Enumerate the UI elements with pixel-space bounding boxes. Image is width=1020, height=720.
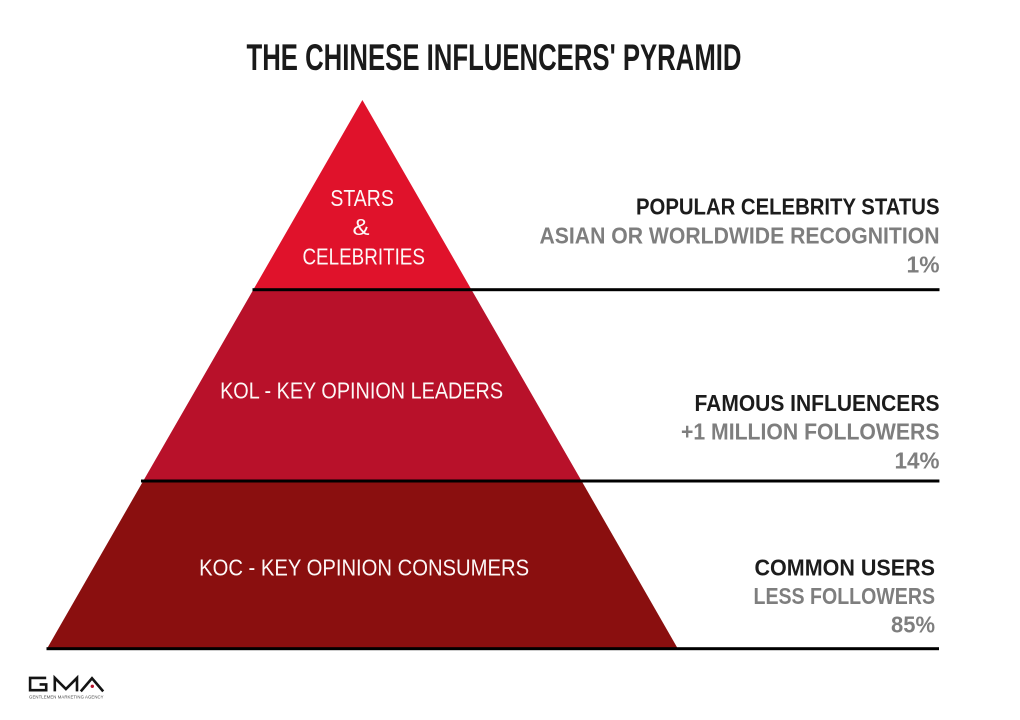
svg-text:CELEBRITIES: CELEBRITIES (302, 244, 425, 270)
svg-text:&: & (353, 214, 370, 240)
svg-text:STARS: STARS (330, 185, 394, 211)
svg-text:FAMOUS INFLUENCERS: FAMOUS INFLUENCERS (695, 390, 940, 416)
svg-text:COMMON USERS: COMMON USERS (755, 555, 936, 581)
svg-text:KOL - KEY OPINION LEADERS: KOL - KEY OPINION LEADERS (220, 378, 503, 404)
svg-text:14%: 14% (895, 447, 940, 473)
svg-text:ASIAN OR WORLDWIDE RECOGNITION: ASIAN OR WORLDWIDE RECOGNITION (540, 223, 940, 249)
svg-text:1%: 1% (907, 252, 940, 278)
svg-text:85%: 85% (891, 612, 935, 638)
svg-text:+1 MILLION FOLLOWERS: +1 MILLION FOLLOWERS (681, 419, 940, 445)
svg-text:KOC - KEY OPINION CONSUMERS: KOC - KEY OPINION CONSUMERS (199, 555, 529, 581)
svg-text:GENTLEMEN MARKETING AGENCY: GENTLEMEN MARKETING AGENCY (29, 695, 104, 700)
svg-text:POPULAR CELEBRITY STATUS: POPULAR CELEBRITY STATUS (636, 194, 940, 220)
svg-text:LESS FOLLOWERS: LESS FOLLOWERS (754, 583, 936, 609)
svg-text:THE CHINESE INFLUENCERS' PYRAM: THE CHINESE INFLUENCERS' PYRAMID (247, 37, 742, 78)
